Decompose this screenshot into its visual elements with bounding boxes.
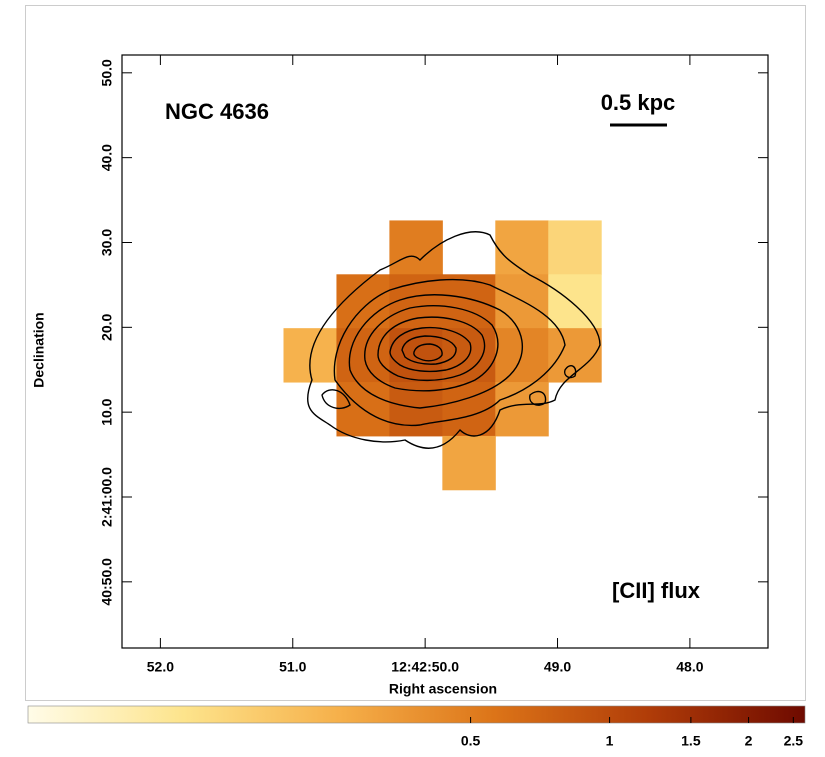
x-tick-label: 48.0 [676, 659, 703, 675]
colorbar-tick-label: 0.5 [461, 733, 481, 749]
x-tick-label: 51.0 [279, 659, 306, 675]
y-tick-label: 40.0 [99, 144, 115, 171]
y-tick-label: 50.0 [99, 59, 115, 86]
pixel [336, 328, 389, 382]
colorbar-tick-label: 2.5 [784, 733, 804, 749]
colorbar-tick-label: 2 [745, 733, 753, 749]
x-tick-label: 52.0 [147, 659, 174, 675]
pixel [442, 436, 495, 490]
pixel [495, 220, 548, 274]
pixel [548, 274, 601, 328]
scale-label: 0.5 kpc [601, 90, 676, 115]
object-name: NGC 4636 [165, 99, 269, 124]
y-tick-label: 10.0 [99, 398, 115, 425]
x-tick-label: 49.0 [544, 659, 571, 675]
y-tick-label: 40:50.0 [99, 558, 115, 606]
y-tick-label: 20.0 [99, 313, 115, 340]
pixel [548, 220, 601, 274]
figure: 52.051.012:42:50.049.048.050.040.030.020… [0, 0, 825, 757]
colorbar-tick-label: 1.5 [681, 733, 701, 749]
colorbar [28, 706, 805, 723]
x-axis-label: Right ascension [389, 681, 497, 697]
colorbar-tick-label: 1 [606, 733, 614, 749]
y-tick-label: 2:41:00.0 [99, 467, 115, 527]
y-axis-label: Declination [31, 312, 47, 387]
map-label: [CII] flux [612, 578, 701, 603]
x-tick-label: 12:42:50.0 [391, 659, 459, 675]
y-tick-label: 30.0 [99, 229, 115, 256]
